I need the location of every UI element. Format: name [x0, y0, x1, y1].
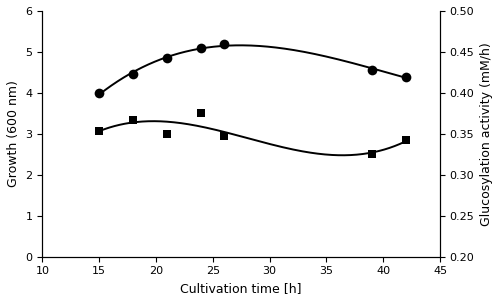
Y-axis label: Growth (600 nm): Growth (600 nm) — [7, 80, 20, 187]
Y-axis label: Glucosylation activity (mM/h): Glucosylation activity (mM/h) — [480, 42, 493, 226]
X-axis label: Cultivation time [h]: Cultivation time [h] — [180, 282, 302, 295]
